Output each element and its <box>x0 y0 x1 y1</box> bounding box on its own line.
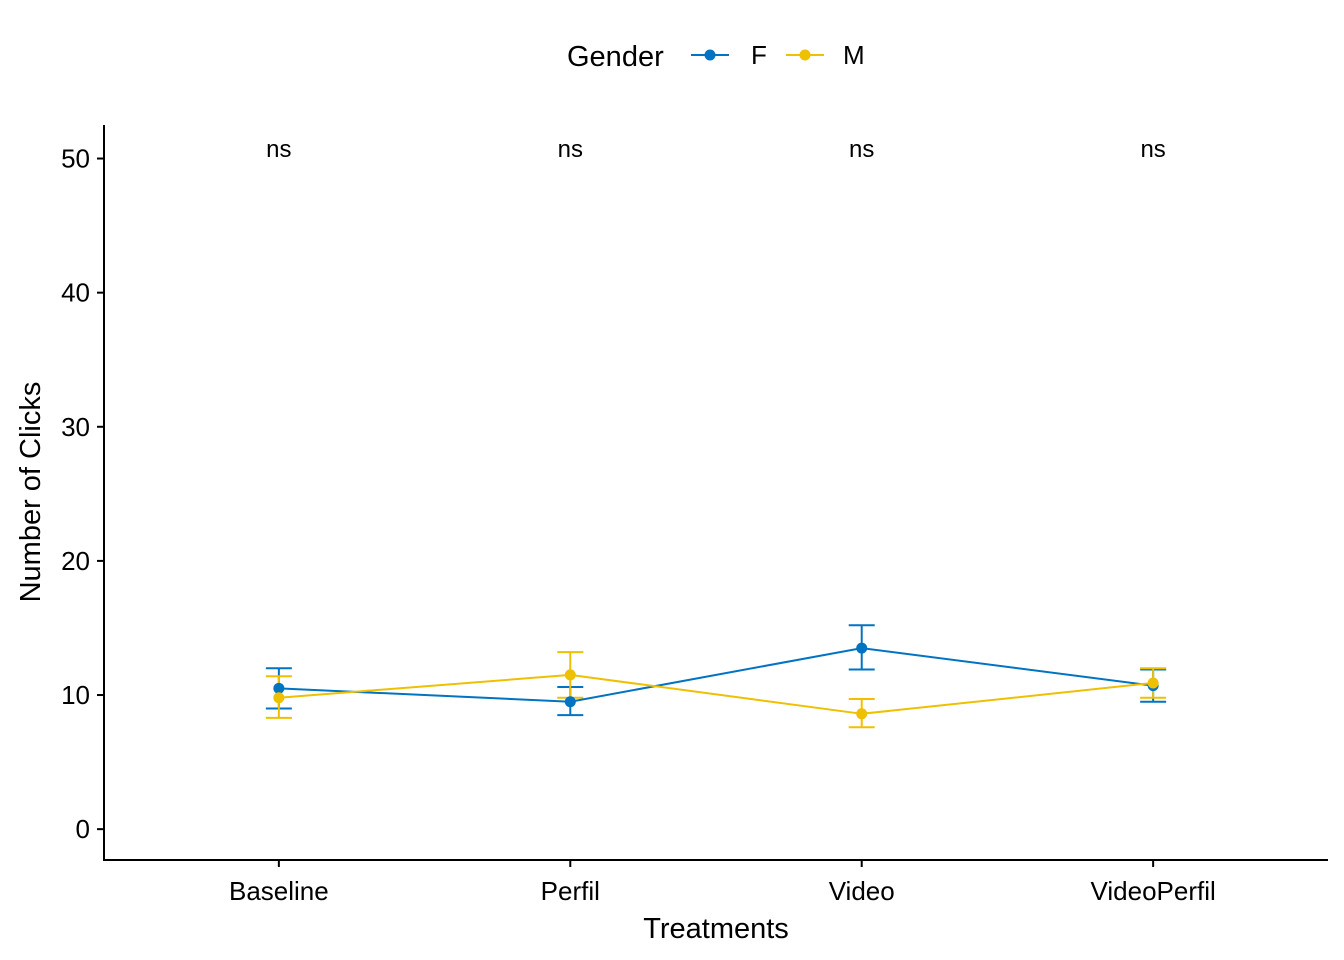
x-axis-title: Treatments <box>643 913 789 945</box>
y-tick-label: 50 <box>61 144 90 174</box>
data-point-M <box>564 669 576 681</box>
x-tick-label: Perfil <box>541 876 600 906</box>
data-point-F <box>564 696 576 708</box>
legend-label-F: F <box>751 40 767 70</box>
legend-key-point-M <box>799 49 811 61</box>
significance-label: ns <box>266 136 291 163</box>
data-point-F <box>273 682 285 694</box>
significance-annotations: ns ns ns ns <box>266 136 1166 163</box>
significance-label: ns <box>1140 136 1165 163</box>
x-axis-ticks: Baseline Perfil Video VideoPerfil <box>229 860 1216 906</box>
y-tick-label: 10 <box>61 680 90 710</box>
legend-title: Gender <box>567 41 664 73</box>
legend-key-point-F <box>704 49 716 61</box>
data-point-F <box>856 642 868 654</box>
x-tick-label: Baseline <box>229 876 329 906</box>
y-tick-label: 30 <box>61 412 90 442</box>
axes <box>103 125 1328 861</box>
series-line-M <box>278 673 1154 715</box>
series-lines <box>278 647 1154 715</box>
data-point-M <box>1147 677 1159 689</box>
y-tick-label: 20 <box>61 546 90 576</box>
data-point-M <box>273 692 285 704</box>
y-tick-label: 0 <box>76 814 90 844</box>
legend-label-M: M <box>843 40 865 70</box>
significance-label: ns <box>558 136 583 163</box>
data-point-M <box>856 708 868 720</box>
error-bars <box>265 624 1167 729</box>
data-points <box>273 642 1159 720</box>
significance-label: ns <box>849 136 874 163</box>
x-tick-label: Video <box>829 876 895 906</box>
legend: Gender F M <box>567 40 865 73</box>
y-tick-label: 40 <box>61 278 90 308</box>
series-line-F <box>278 647 1154 703</box>
x-tick-label: VideoPerfil <box>1091 876 1216 906</box>
y-axis-ticks: 0 10 20 30 40 50 <box>61 144 104 844</box>
y-axis-title: Number of Clicks <box>15 382 47 603</box>
